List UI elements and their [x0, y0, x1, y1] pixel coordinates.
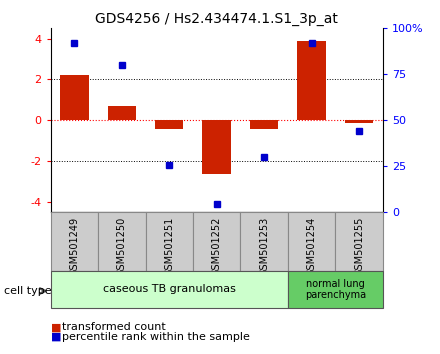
Bar — [240, 212, 288, 271]
Text: ■: ■ — [51, 322, 61, 332]
Bar — [107, 106, 136, 120]
Bar — [345, 120, 373, 124]
Bar — [288, 271, 383, 308]
Text: percentile rank within the sample: percentile rank within the sample — [62, 332, 249, 342]
Text: GSM501252: GSM501252 — [212, 217, 222, 276]
Bar — [193, 212, 240, 271]
Bar — [98, 212, 146, 271]
Text: GSM501249: GSM501249 — [70, 217, 79, 276]
Bar — [155, 120, 183, 129]
Bar — [202, 120, 231, 173]
Bar — [146, 212, 193, 271]
Bar — [288, 212, 335, 271]
Bar — [250, 120, 279, 129]
Bar — [51, 271, 288, 308]
Title: GDS4256 / Hs2.434474.1.S1_3p_at: GDS4256 / Hs2.434474.1.S1_3p_at — [95, 12, 338, 26]
Bar — [335, 212, 383, 271]
Text: GSM501250: GSM501250 — [117, 217, 127, 276]
Text: GSM501254: GSM501254 — [307, 217, 317, 276]
Text: normal lung
parenchyma: normal lung parenchyma — [305, 279, 366, 300]
Text: transformed count: transformed count — [62, 322, 165, 332]
Text: cell type: cell type — [4, 286, 52, 296]
Text: GSM501253: GSM501253 — [259, 217, 269, 276]
Text: GSM501255: GSM501255 — [354, 217, 364, 276]
Text: ■: ■ — [51, 332, 61, 342]
Bar — [297, 41, 326, 120]
Text: GSM501251: GSM501251 — [164, 217, 174, 276]
Text: caseous TB granulomas: caseous TB granulomas — [103, 284, 236, 295]
Bar — [51, 212, 98, 271]
Bar — [60, 75, 88, 120]
